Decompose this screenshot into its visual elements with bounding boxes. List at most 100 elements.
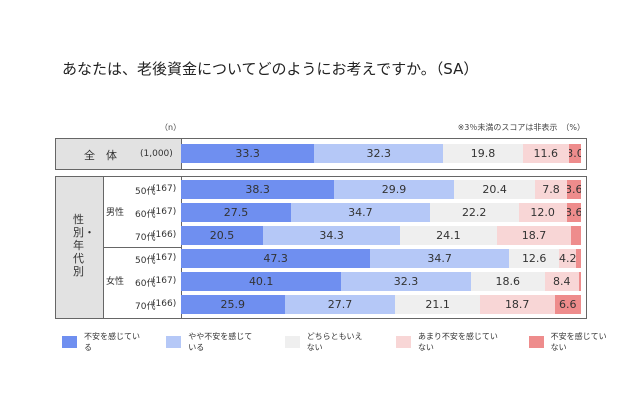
bar-segment-2: 29.9 [334,180,454,199]
bar-segment-5: 3.6 [566,180,581,199]
bar-segment-3: 20.4 [453,180,536,199]
data-label: 32.3 [366,147,392,160]
n-label: （n） [160,123,182,132]
bar-segment-4: 12.0 [518,203,567,222]
bar-segment-2: 32.3 [314,144,444,163]
bar-segment-5 [576,249,581,268]
group-frame: 性別・年代別 [55,176,587,319]
data-label: 6.6 [559,298,577,311]
bar-segment-1: 20.5 [181,226,263,245]
legend-swatch [62,336,77,348]
gender-divider [103,247,181,248]
age-label: 70代 [135,302,156,312]
bar-segment-2: 34.3 [263,226,401,245]
bar-segment-1: 40.1 [181,272,342,291]
data-label: 11.6 [533,147,559,160]
data-label: 3.6 [566,206,581,219]
bar-segment-5: 6.6 [554,295,581,314]
data-label: 18.7 [521,229,547,242]
n-value: (167) [152,276,177,286]
legend-item: あまり不安を感じていない [395,331,503,353]
age-label: 70代 [135,233,156,243]
bar-segment-3: 18.6 [470,272,545,291]
total-label-cell: 全 体 (1,000) [56,139,182,169]
age-label: 60代 [135,210,156,220]
legend-item: やや不安を感じている [166,331,258,353]
data-label: 4.2 [559,252,577,265]
legend-item: 不安を感じていない [528,331,614,353]
bar-segment-4: 18.7 [496,226,572,245]
legend-label: どちらともいえない [306,332,363,352]
bar-segment-3: 22.2 [429,203,519,222]
bar-segment-2: 27.7 [284,295,396,314]
bar-segment-2: 34.7 [370,249,509,268]
n-value: (167) [152,253,177,263]
data-label: 3.0 [569,147,581,160]
data-label: 21.1 [425,298,450,311]
bar-segment-5 [578,272,581,291]
stacked-bar: 38.3 29.9 20.4 7.8 3.6 [181,180,581,199]
data-label: 18.6 [495,275,521,288]
total-n: (1,000) [140,149,173,159]
n-value: (166) [152,299,177,309]
stacked-bar: 40.1 32.3 18.6 8.4 [181,272,581,291]
data-label: 24.1 [436,229,461,242]
stacked-bar: 25.9 27.7 21.1 18.7 6.6 [181,295,581,314]
bar-segment-1: 38.3 [181,180,335,199]
gender-label: 男性 [106,208,125,218]
bar-segment-3: 19.8 [443,144,523,163]
bar-segment-3: 24.1 [400,226,497,245]
data-label: 40.1 [248,275,274,288]
data-label: 47.3 [263,252,288,265]
stacked-bar: 27.5 34.7 22.2 12.0 3.6 [181,203,581,222]
bar-segment-4: 4.2 [559,249,577,268]
data-label: 25.9 [220,298,246,311]
bar-segment-2: 32.3 [341,272,471,291]
note: ※3％未満のスコアは非表示 （%） [457,123,585,132]
data-label: 7.8 [542,183,560,196]
gender-label: 女性 [106,277,125,287]
data-label: 34.3 [319,229,344,242]
bar-segment-5: 3.0 [569,144,581,163]
chart-title: あなたは、老後資金についてどのようにお考えですか。（SA） [62,60,479,78]
age-label: 50代 [135,187,156,197]
bar-segment-5: 3.6 [566,203,581,222]
bar-segment-1: 25.9 [181,295,285,314]
data-label: 22.2 [461,206,487,219]
data-label: 38.3 [245,183,270,196]
data-label: 12.6 [521,252,547,265]
legend-item: 不安を感じている [62,331,140,353]
legend-item: どちらともいえない [284,331,370,353]
n-value: (167) [152,207,177,217]
legend-swatch [395,336,411,348]
bar-segment-1: 47.3 [181,249,371,268]
group-label: 性別・年代別 [73,213,95,278]
legend-swatch [528,336,544,348]
bar-segment-3: 12.6 [509,249,560,268]
stacked-bar: 33.3 32.3 19.8 11.6 3.0 [181,144,581,163]
data-label: 18.7 [504,298,530,311]
bar-segment-4: 18.7 [479,295,555,314]
data-label: 12.0 [530,206,555,219]
data-label: 27.5 [223,206,249,219]
data-label: 32.3 [393,275,419,288]
age-label: 50代 [135,256,156,266]
n-value: (167) [152,184,177,194]
age-label: 60代 [135,279,156,289]
data-label: 34.7 [348,206,373,219]
legend-swatch [166,336,182,348]
data-label: 20.4 [482,183,507,196]
bar-segment-1: 33.3 [181,144,315,163]
data-label: 3.6 [566,183,581,196]
bar-segment-1: 27.5 [181,203,291,222]
bar-segment-5 [571,226,581,245]
data-label: 27.7 [327,298,353,311]
stacked-bar: 47.3 34.7 12.6 4.2 [181,249,581,268]
data-label: 20.5 [209,229,235,242]
legend-label: 不安を感じていない [550,332,607,352]
data-label: 8.4 [553,275,571,288]
bar-segment-4: 8.4 [545,272,579,291]
bar-segment-4: 7.8 [535,180,567,199]
legend-swatch [284,336,300,348]
legend: 不安を感じている やや不安を感じている どちらともいえない あまり不安を感じていない 不… [62,331,640,353]
